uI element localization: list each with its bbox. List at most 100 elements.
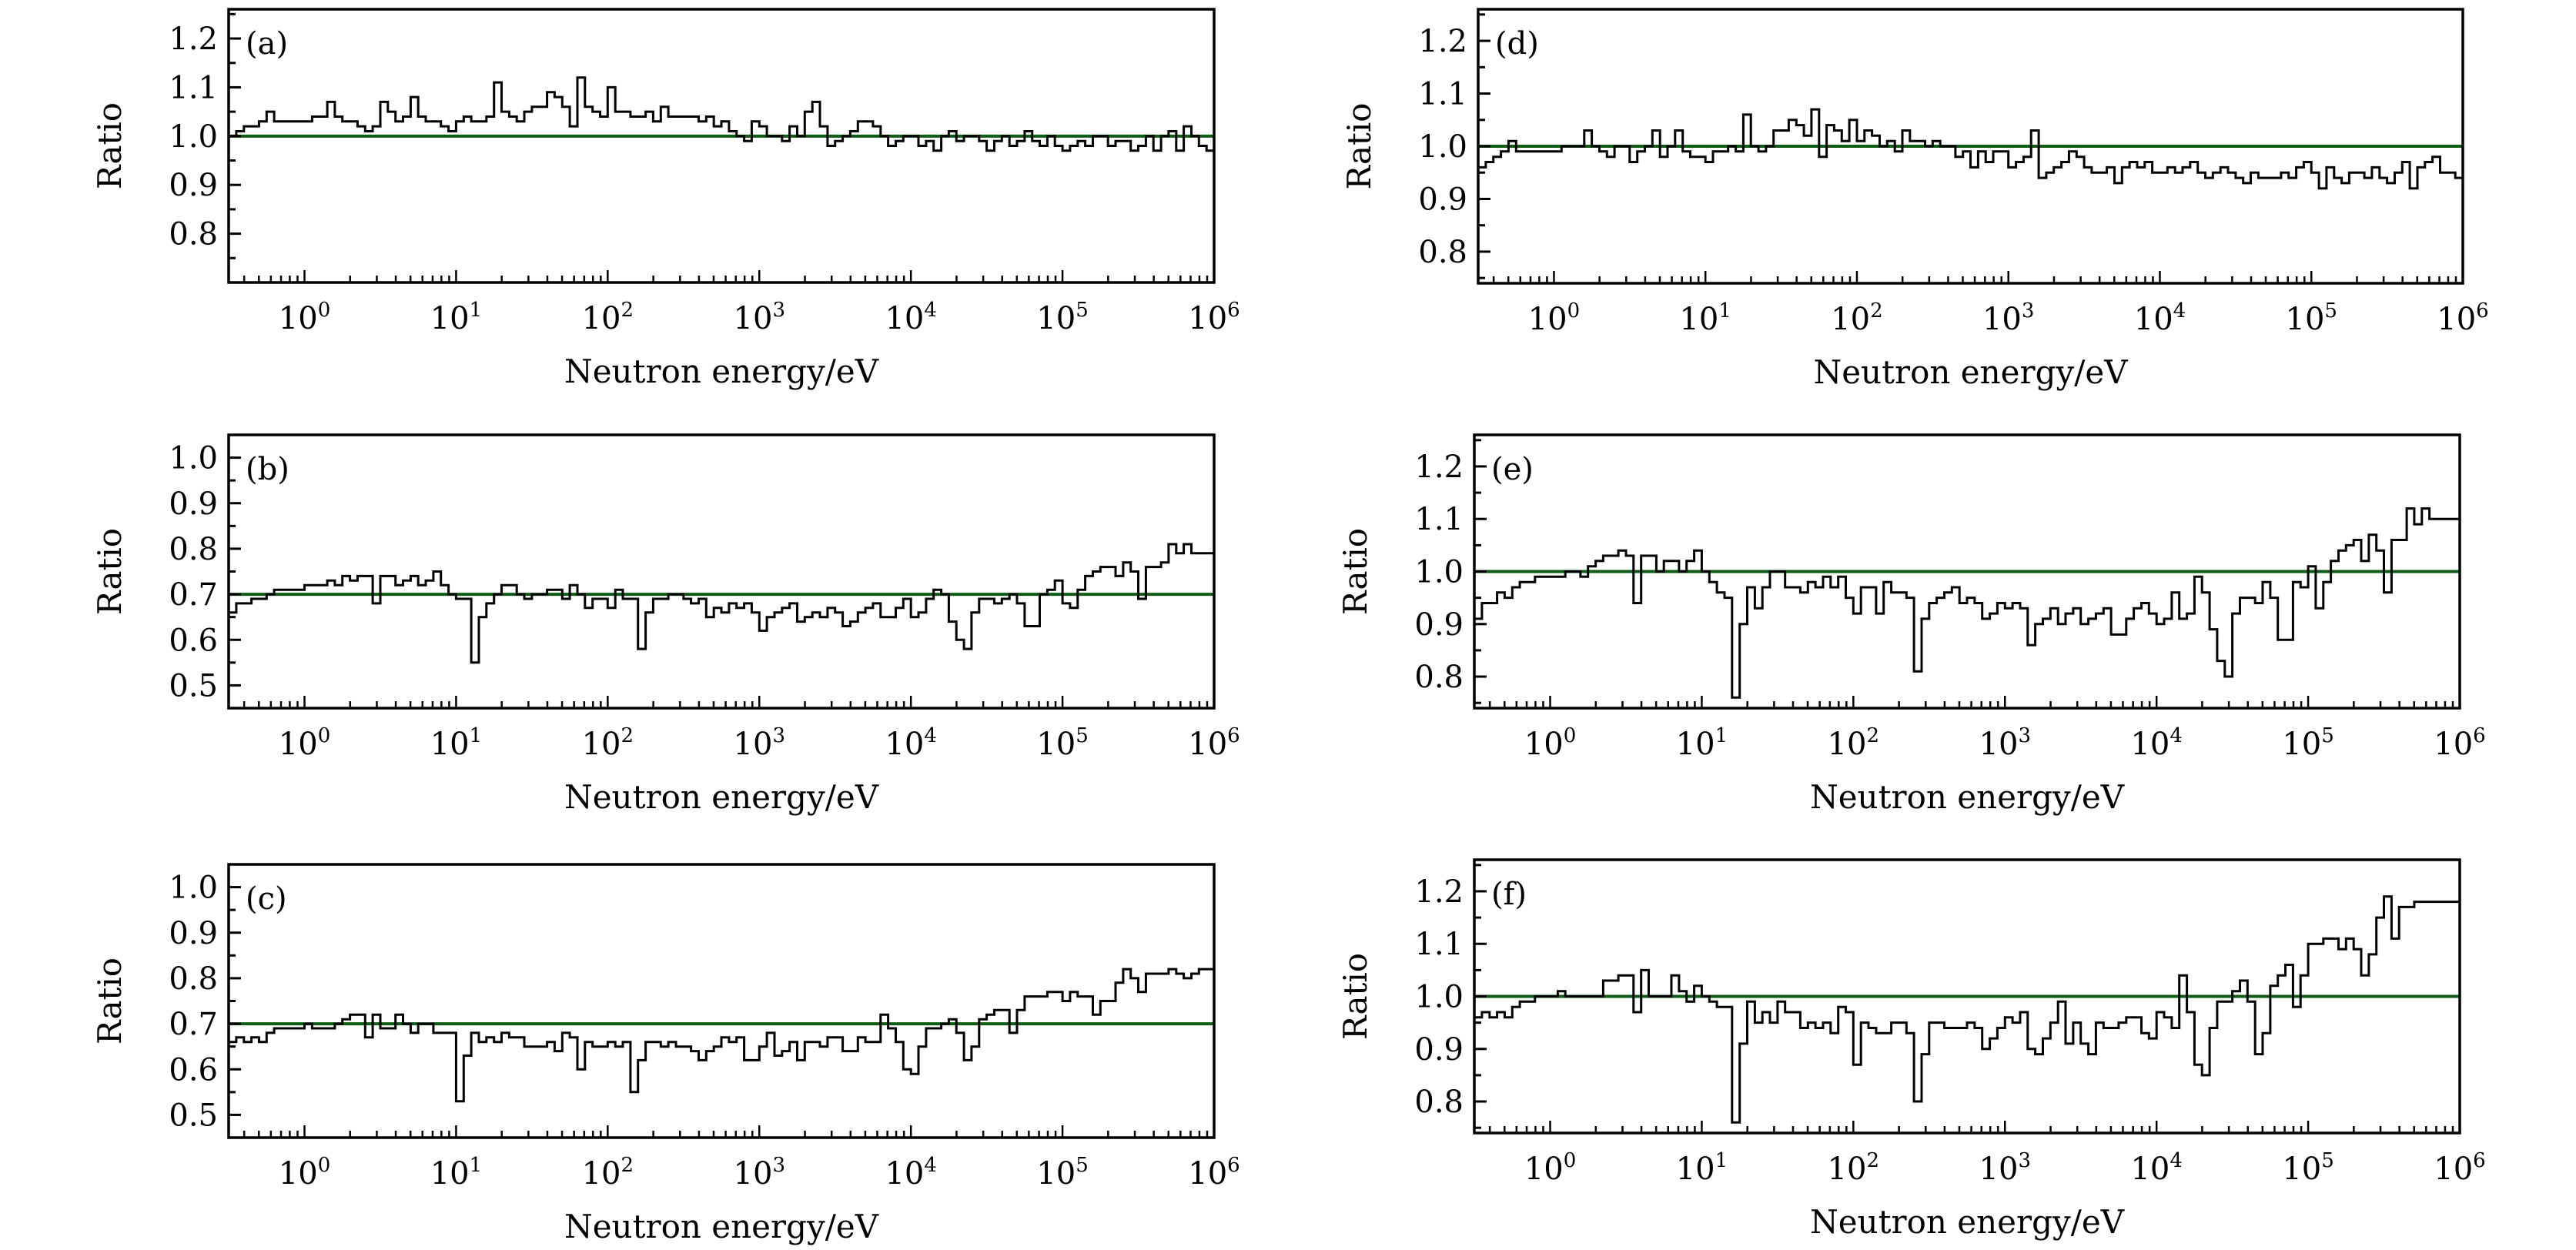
y-tick-label: 0.5 bbox=[169, 668, 218, 704]
y-tick-label: 0.8 bbox=[169, 217, 218, 252]
x-tick-label: 103 bbox=[1982, 299, 2034, 337]
x-tick-label: 106 bbox=[1188, 1154, 1239, 1192]
y-tick-label: 1.2 bbox=[1414, 874, 1464, 910]
x-tick-label: 100 bbox=[279, 1154, 330, 1192]
x-tick-label: 101 bbox=[430, 299, 482, 336]
x-tick-label: 106 bbox=[2437, 299, 2488, 337]
x-tick-label: 104 bbox=[2130, 1149, 2182, 1187]
y-tick-label: 1.0 bbox=[1414, 980, 1464, 1015]
panel-label: (a) bbox=[246, 26, 288, 62]
y-tick-label: 0.8 bbox=[1414, 1085, 1464, 1120]
y-tick-label: 0.8 bbox=[169, 961, 218, 997]
x-tick-label: 105 bbox=[2282, 1149, 2333, 1187]
y-tick-label: 1.2 bbox=[1414, 450, 1464, 485]
x-tick-label: 104 bbox=[2130, 724, 2182, 762]
x-tick-label: 102 bbox=[1828, 724, 1879, 762]
ratio-histogram bbox=[229, 543, 1214, 664]
panel-label: (b) bbox=[246, 452, 289, 487]
y-tick-label: 1.2 bbox=[169, 22, 218, 57]
x-tick-label: 105 bbox=[1036, 724, 1088, 762]
x-tick-label: 105 bbox=[2282, 724, 2333, 762]
y-axis-title: Ratio bbox=[1337, 528, 1374, 615]
x-tick-label: 100 bbox=[1524, 1149, 1576, 1187]
x-tick-label: 106 bbox=[1188, 299, 1239, 336]
ratio-histogram bbox=[1478, 108, 2463, 190]
panel-f: 0.8 0.9 1.0 1.1 1.2 100 101 102 103 104 105 106 (f) N… bbox=[1337, 858, 2486, 1241]
plot-frame bbox=[227, 433, 1216, 710]
y-axis-title: Ratio bbox=[91, 528, 129, 615]
x-axis-title: Neutron energy/eV bbox=[1810, 778, 2125, 816]
x-tick-label: 103 bbox=[734, 299, 785, 336]
y-tick-label: 1.0 bbox=[169, 871, 218, 906]
x-tick-label: 101 bbox=[1676, 724, 1728, 762]
y-tick-label: 0.9 bbox=[1414, 607, 1464, 643]
y-tick-label: 0.9 bbox=[169, 486, 218, 522]
y-axis-title: Ratio bbox=[1337, 953, 1374, 1040]
x-tick-label: 104 bbox=[2134, 299, 2186, 337]
y-tick-label: 1.0 bbox=[169, 441, 218, 476]
x-axis-title: Neutron energy/eV bbox=[564, 353, 879, 390]
panel-c: 0.5 0.6 0.7 0.8 0.9 1.0 100 101 102 103 104 105 106 (… bbox=[91, 863, 1240, 1245]
y-tick-label: 0.6 bbox=[169, 1052, 218, 1088]
y-tick-label: 1.0 bbox=[1414, 555, 1464, 590]
y-tick-label: 1.1 bbox=[1418, 77, 1467, 112]
x-tick-label: 101 bbox=[430, 1154, 482, 1192]
y-tick-label: 0.9 bbox=[1414, 1032, 1464, 1068]
y-tick-label: 0.9 bbox=[169, 916, 218, 951]
x-axis-title: Neutron energy/eV bbox=[1813, 353, 2128, 391]
panel-label: (d) bbox=[1495, 26, 1539, 62]
x-axis-title: Neutron energy/eV bbox=[564, 778, 879, 816]
y-axis-title: Ratio bbox=[1340, 102, 1378, 189]
x-tick-label: 102 bbox=[1828, 1149, 1879, 1187]
x-tick-label: 102 bbox=[582, 724, 634, 762]
y-tick-label: 1.0 bbox=[1418, 129, 1467, 165]
x-tick-label: 104 bbox=[885, 299, 936, 336]
panel-label: (c) bbox=[246, 881, 287, 917]
panel-b: 0.5 0.6 0.7 0.8 0.9 1.0 100 101 102 103 104 105 106 (… bbox=[91, 433, 1240, 816]
x-tick-label: 101 bbox=[430, 724, 482, 762]
x-tick-label: 103 bbox=[734, 724, 785, 762]
x-axis-title: Neutron energy/eV bbox=[564, 1208, 879, 1245]
y-tick-label: 1.0 bbox=[169, 119, 218, 155]
x-tick-label: 102 bbox=[582, 1154, 634, 1192]
x-axis-title: Neutron energy/eV bbox=[1810, 1203, 2125, 1241]
x-tick-label: 105 bbox=[1036, 299, 1088, 336]
y-tick-label: 1.1 bbox=[1414, 927, 1464, 962]
y-tick-label: 0.8 bbox=[169, 532, 218, 567]
x-tick-label: 100 bbox=[279, 299, 330, 336]
plot-frame bbox=[227, 8, 1216, 284]
ratio-histogram bbox=[1474, 507, 2460, 699]
x-tick-label: 103 bbox=[1979, 1149, 2031, 1187]
panel-e: 0.8 0.9 1.0 1.1 1.2 100 101 102 103 104 105 106 (e) N… bbox=[1337, 433, 2486, 816]
panel-d: 0.8 0.9 1.0 1.1 1.2 100 101 102 103 104 105 106 (d) N… bbox=[1340, 8, 2489, 391]
ratio-histogram bbox=[1474, 895, 2460, 1124]
y-tick-label: 0.7 bbox=[169, 1007, 218, 1042]
y-axis-title: Ratio bbox=[91, 958, 129, 1044]
x-tick-label: 100 bbox=[1524, 724, 1576, 762]
x-tick-label: 102 bbox=[1831, 299, 1882, 337]
panel-a: 0.8 0.9 1.0 1.1 1.2 100 101 102 103 104 105 106 (a) N… bbox=[91, 8, 1240, 390]
x-tick-label: 101 bbox=[1679, 299, 1731, 337]
x-tick-label: 106 bbox=[2434, 724, 2485, 762]
y-axis-title: Ratio bbox=[91, 102, 129, 189]
x-tick-label: 106 bbox=[1188, 724, 1239, 762]
y-tick-label: 0.7 bbox=[169, 577, 218, 613]
y-tick-label: 1.1 bbox=[169, 70, 218, 105]
x-tick-label: 100 bbox=[1528, 299, 1580, 337]
panel-label: (f) bbox=[1491, 877, 1527, 912]
y-tick-label: 0.8 bbox=[1414, 660, 1464, 695]
panel-label: (e) bbox=[1491, 452, 1534, 487]
x-tick-label: 104 bbox=[885, 1154, 936, 1192]
x-tick-label: 100 bbox=[279, 724, 330, 762]
y-tick-label: 0.9 bbox=[1418, 182, 1467, 217]
x-tick-label: 105 bbox=[1036, 1154, 1088, 1192]
y-tick-label: 1.1 bbox=[1414, 502, 1464, 537]
y-tick-label: 0.8 bbox=[1418, 235, 1467, 270]
ratio-histogram bbox=[229, 968, 1214, 1103]
x-tick-label: 102 bbox=[582, 299, 634, 336]
x-tick-label: 103 bbox=[734, 1154, 785, 1192]
x-tick-label: 106 bbox=[2434, 1149, 2485, 1187]
x-tick-label: 101 bbox=[1676, 1149, 1728, 1187]
y-tick-label: 0.9 bbox=[169, 168, 218, 203]
